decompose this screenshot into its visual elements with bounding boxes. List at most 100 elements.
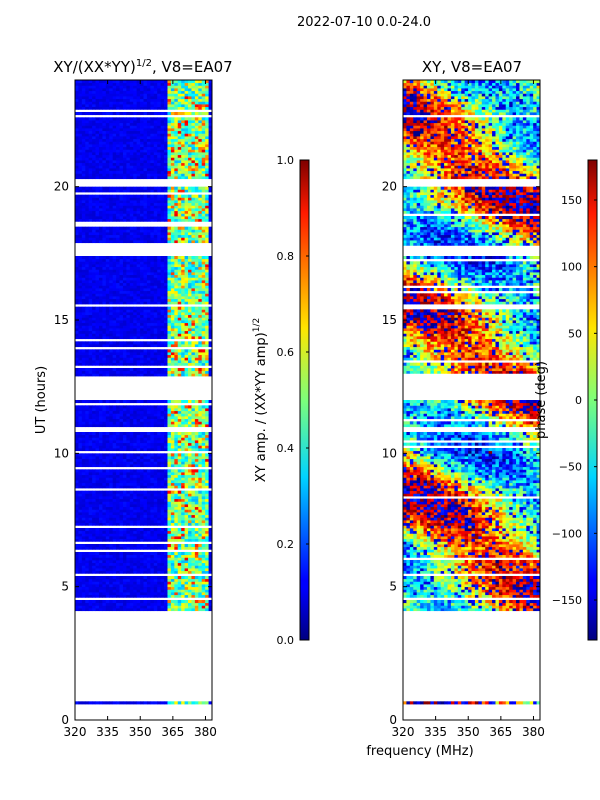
amplitude-cell	[92, 325, 96, 329]
amplitude-cell	[205, 405, 209, 409]
amplitude-cell	[184, 290, 189, 294]
amplitude-cell	[170, 477, 175, 481]
amplitude-cell	[174, 445, 179, 449]
amplitude-cell	[188, 464, 192, 468]
amplitude-cell	[153, 258, 158, 262]
amplitude-cell	[157, 520, 162, 524]
amplitude-cell	[88, 197, 93, 201]
amplitude-cell	[194, 504, 199, 508]
amplitude-cell	[136, 352, 141, 356]
amplitude-cell	[184, 701, 189, 705]
amplitude-cell	[116, 528, 120, 532]
amplitude-cell	[194, 445, 199, 449]
amplitude-cell	[122, 357, 127, 361]
amplitude-cell	[119, 600, 124, 604]
amplitude-cell	[201, 226, 206, 230]
amplitude-cell	[85, 418, 90, 422]
amplitude-cell	[194, 258, 199, 262]
amplitude-cell	[122, 288, 127, 292]
amplitude-cell	[126, 477, 131, 481]
amplitude-cell	[191, 258, 196, 262]
amplitude-cell	[95, 477, 100, 481]
amplitude-cell	[146, 461, 151, 465]
amplitude-cell	[75, 280, 79, 284]
amplitude-cell	[174, 290, 179, 294]
amplitude-cell	[85, 440, 90, 444]
amplitude-cell	[88, 509, 93, 513]
amplitude-cell	[160, 592, 165, 596]
amplitude-cell	[153, 264, 158, 268]
amplitude-cell	[102, 605, 107, 609]
amplitude-cell	[208, 584, 212, 588]
amplitude-cell	[75, 234, 79, 238]
amplitude-cell	[122, 440, 127, 444]
amplitude-cell	[177, 413, 182, 417]
amplitude-cell	[92, 306, 96, 310]
amplitude-cell	[112, 210, 117, 214]
amplitude-cell	[140, 405, 144, 409]
amplitude-cell	[140, 586, 144, 590]
amplitude-cell	[81, 293, 86, 297]
amplitude-cell	[157, 232, 162, 236]
amplitude-cell	[78, 432, 83, 436]
amplitude-cell	[174, 522, 179, 526]
amplitude-cell	[81, 362, 86, 366]
amplitude-cell	[126, 448, 131, 452]
amplitude-cell	[174, 485, 179, 489]
amplitude-cell	[105, 562, 110, 566]
amplitude-cell	[105, 437, 110, 441]
amplitude-cell	[198, 362, 203, 366]
amplitude-cell	[102, 405, 107, 409]
amplitude-cell	[98, 536, 103, 540]
amplitude-cell	[146, 498, 151, 502]
amplitude-cell	[164, 456, 168, 460]
amplitude-cell	[75, 410, 79, 414]
amplitude-cell	[102, 216, 107, 220]
amplitude-cell	[98, 208, 103, 212]
amplitude-cell	[181, 461, 185, 465]
amplitude-cell	[170, 218, 175, 222]
amplitude-cell	[167, 469, 172, 473]
amplitude-cell	[205, 592, 209, 596]
amplitude-cell	[181, 226, 185, 230]
amplitude-cell	[194, 357, 199, 361]
amplitude-cell	[95, 480, 100, 484]
amplitude-cell	[109, 602, 114, 606]
amplitude-cell	[177, 456, 182, 460]
amplitude-cell	[133, 434, 138, 438]
amplitude-cell	[167, 352, 172, 356]
amplitude-cell	[133, 605, 138, 609]
amplitude-cell	[174, 210, 179, 214]
amplitude-cell	[174, 256, 179, 260]
amplitude-cell	[85, 509, 90, 513]
amplitude-cell	[122, 322, 127, 326]
amplitude-cell	[184, 562, 189, 566]
amplitude-cell	[143, 496, 148, 500]
amplitude-cell	[109, 349, 114, 353]
amplitude-cell	[136, 370, 141, 374]
amplitude-cell	[184, 592, 189, 596]
amplitude-cell	[81, 205, 86, 209]
amplitude-cell	[177, 213, 182, 217]
amplitude-cell	[122, 520, 127, 524]
amplitude-cell	[119, 442, 124, 446]
amplitude-cell	[85, 589, 90, 593]
amplitude-cell	[167, 474, 172, 478]
amplitude-cell	[122, 512, 127, 516]
amplitude-cell	[136, 312, 141, 316]
amplitude-cell	[167, 424, 172, 428]
amplitude-cell	[153, 469, 158, 473]
amplitude-cell	[116, 202, 120, 206]
amplitude-cell	[116, 578, 120, 582]
amplitude-cell	[78, 352, 83, 356]
amplitude-cell	[109, 298, 114, 302]
amplitude-cell	[157, 370, 162, 374]
amplitude-cell	[198, 234, 203, 238]
amplitude-cell	[198, 565, 203, 569]
amplitude-cell	[119, 360, 124, 364]
amplitude-cell	[133, 536, 138, 540]
amplitude-cell	[95, 293, 100, 297]
amplitude-cell	[119, 269, 124, 273]
amplitude-cell	[167, 210, 172, 214]
amplitude-cell	[95, 482, 100, 486]
